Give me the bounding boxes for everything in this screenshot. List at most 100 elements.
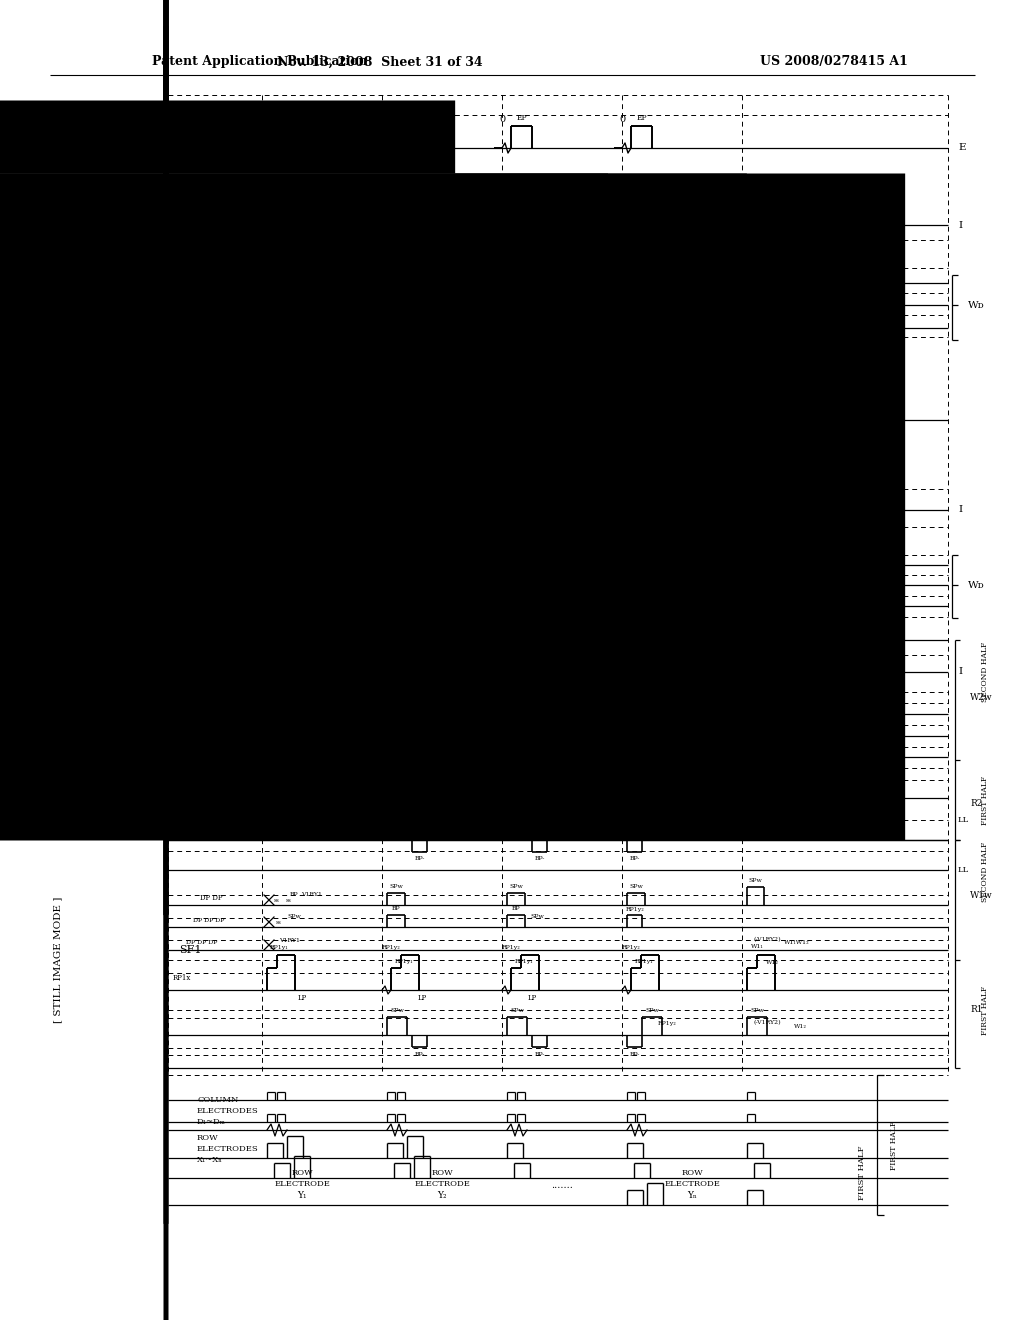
Text: SPw: SPw bbox=[749, 686, 762, 692]
Text: SPᴅ: SPᴅ bbox=[510, 544, 522, 549]
Text: I: I bbox=[958, 506, 963, 515]
Text: RP1y₂: RP1y₂ bbox=[622, 945, 640, 949]
Text: .......: ....... bbox=[559, 648, 578, 656]
Text: .......: ....... bbox=[528, 594, 546, 602]
Text: SPw: SPw bbox=[389, 884, 402, 890]
Text: 0: 0 bbox=[379, 116, 385, 124]
Text: W2w: W2w bbox=[970, 693, 992, 701]
Text: SPw: SPw bbox=[629, 884, 643, 890]
Text: DP: DP bbox=[200, 272, 211, 280]
Text: SF3: SF3 bbox=[179, 535, 202, 545]
Text: : :: : : bbox=[160, 430, 171, 440]
Text: 0: 0 bbox=[618, 116, 625, 124]
Text: RP2y₂: RP2y₂ bbox=[382, 752, 400, 758]
Text: IP: IP bbox=[281, 178, 289, 186]
Text: BP: BP bbox=[632, 715, 640, 721]
Text: Vsus: Vsus bbox=[292, 645, 308, 653]
Text: SPw: SPw bbox=[390, 1007, 403, 1012]
Text: LP: LP bbox=[418, 994, 427, 1002]
Text: .: . bbox=[180, 428, 186, 446]
Text: (-V2RY2): (-V2RY2) bbox=[754, 825, 781, 830]
Text: E: E bbox=[958, 144, 966, 153]
Text: CP: CP bbox=[518, 627, 529, 635]
Text: DP DP DP: DP DP DP bbox=[186, 747, 217, 752]
Text: RP2y₂: RP2y₂ bbox=[622, 752, 640, 758]
Text: ss: ss bbox=[275, 729, 281, 734]
Text: Nov. 13, 2008  Sheet 31 of 34: Nov. 13, 2008 Sheet 31 of 34 bbox=[278, 55, 482, 69]
Text: W2₂: W2₂ bbox=[791, 829, 804, 834]
Text: RP2y₁: RP2y₁ bbox=[394, 752, 414, 758]
Text: SPᴅ: SPᴅ bbox=[506, 318, 518, 322]
Text: BP-: BP- bbox=[391, 693, 401, 698]
Text: ELECTRODES: ELECTRODES bbox=[197, 1107, 259, 1115]
Text: ss: ss bbox=[269, 214, 276, 219]
Text: I: I bbox=[958, 220, 963, 230]
Text: Vsus: Vsus bbox=[292, 484, 308, 492]
Text: SPᴅ: SPᴅ bbox=[390, 285, 402, 289]
Text: RP1y₂: RP1y₂ bbox=[382, 945, 400, 949]
Text: BP-: BP- bbox=[631, 693, 641, 698]
Text: R2: R2 bbox=[970, 799, 982, 808]
Text: US 2008/0278415 A1: US 2008/0278415 A1 bbox=[760, 55, 908, 69]
Text: RP2y₁: RP2y₁ bbox=[635, 767, 653, 772]
Text: CP: CP bbox=[759, 463, 769, 471]
Text: SF2: SF2 bbox=[179, 725, 202, 735]
Text: .: . bbox=[180, 450, 186, 469]
Text: BP-: BP- bbox=[535, 1052, 545, 1056]
Text: ELECTRODES: ELECTRODES bbox=[197, 1144, 259, 1152]
Text: FIRST HALF: FIRST HALF bbox=[981, 986, 989, 1035]
Text: SPᴅ: SPᴅ bbox=[391, 586, 403, 590]
Text: DP DP DP: DP DP DP bbox=[186, 940, 217, 945]
Text: SECOND HALF: SECOND HALF bbox=[981, 642, 989, 702]
Text: EP: EP bbox=[517, 114, 527, 121]
Text: SPᴅ: SPᴅ bbox=[670, 553, 684, 561]
Text: SPᴅ: SPᴅ bbox=[630, 544, 642, 549]
Text: BP-: BP- bbox=[415, 1052, 425, 1056]
Text: 0: 0 bbox=[259, 116, 265, 124]
Text: BP: BP bbox=[535, 715, 544, 721]
Text: FIG. 34: FIG. 34 bbox=[46, 581, 124, 599]
Text: ss: ss bbox=[275, 557, 281, 562]
Text: SPᴅ: SPᴅ bbox=[510, 263, 522, 268]
Text: SPᴅ₁: SPᴅ₁ bbox=[509, 565, 523, 569]
Text: :: : bbox=[176, 450, 180, 459]
Text: SPᴅ₁: SPᴅ₁ bbox=[389, 565, 403, 569]
Text: SPw: SPw bbox=[530, 915, 544, 920]
Text: DP DP DP: DP DP DP bbox=[193, 726, 224, 731]
Text: W2₂: W2₂ bbox=[766, 767, 778, 772]
Text: SPᴅ: SPᴅ bbox=[510, 285, 522, 289]
Text: LL: LL bbox=[958, 816, 970, 824]
Text: SPw: SPw bbox=[749, 878, 762, 883]
Text: Wᴅ: Wᴅ bbox=[968, 301, 985, 309]
Text: (-V1RY2): (-V1RY2) bbox=[754, 1020, 781, 1026]
Text: CP: CP bbox=[759, 627, 769, 635]
Text: RP2x: RP2x bbox=[173, 781, 191, 789]
Text: RP1y₁: RP1y₁ bbox=[515, 960, 534, 965]
Text: DP DP: DP DP bbox=[193, 574, 215, 582]
Text: SECOND HALF: SECOND HALF bbox=[981, 842, 989, 902]
Text: ROW: ROW bbox=[197, 1134, 219, 1142]
Text: SPᴅᴅ: SPᴅᴅ bbox=[628, 263, 644, 268]
Text: ss: ss bbox=[273, 706, 279, 711]
Text: ss: ss bbox=[285, 898, 291, 903]
Text: BP: BP bbox=[290, 892, 298, 898]
Text: CP: CP bbox=[639, 463, 649, 471]
Text: SPw: SPw bbox=[510, 813, 524, 817]
Text: FIRST HALF: FIRST HALF bbox=[981, 775, 989, 825]
Text: DP DP: DP DP bbox=[200, 704, 222, 711]
Text: W1w: W1w bbox=[970, 891, 992, 899]
Text: V2RY1: V2RY1 bbox=[311, 714, 333, 718]
Text: RP1y₁: RP1y₁ bbox=[635, 960, 653, 965]
Text: BP+: BP+ bbox=[276, 572, 292, 579]
Text: ELECTRODE: ELECTRODE bbox=[414, 1180, 470, 1188]
Text: SPw: SPw bbox=[389, 715, 402, 721]
Text: ss: ss bbox=[390, 214, 396, 219]
Text: RP1y₂: RP1y₂ bbox=[502, 945, 520, 949]
Text: W1₂: W1₂ bbox=[766, 960, 778, 965]
Text: SPᴅ: SPᴅ bbox=[390, 544, 402, 549]
Text: BP-: BP- bbox=[415, 857, 425, 862]
Text: COLUMN: COLUMN bbox=[197, 1096, 239, 1104]
Text: DP DP DP: DP DP DP bbox=[193, 917, 224, 923]
Text: IP: IP bbox=[274, 624, 282, 634]
Text: W1₂: W1₂ bbox=[794, 1024, 807, 1030]
